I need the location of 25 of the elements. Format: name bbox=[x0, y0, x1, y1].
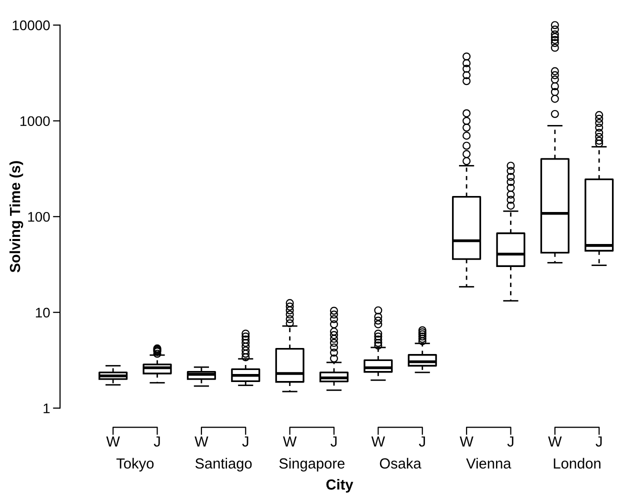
x-tick-label: W bbox=[282, 436, 297, 446]
x-tick-label: J bbox=[507, 436, 514, 447]
y-tick-label: 1000 bbox=[20, 116, 50, 126]
x-tick-label: J bbox=[418, 436, 425, 447]
text: Singapore bbox=[279, 458, 345, 472]
text: Vienna bbox=[466, 458, 512, 469]
y-tick-label: 10 bbox=[36, 308, 50, 318]
y-tick-label: 1 bbox=[44, 404, 50, 414]
y-tick-label: 10000 bbox=[12, 20, 50, 30]
x-tick-label: W bbox=[548, 436, 562, 446]
x-tick-label: J bbox=[242, 436, 248, 447]
x-tick-label: J bbox=[330, 436, 337, 447]
text: Osaka bbox=[380, 458, 422, 469]
y-tick-label: 100 bbox=[28, 212, 50, 222]
x-tick-label: J bbox=[154, 436, 160, 447]
text: London bbox=[554, 458, 600, 469]
x-tick-label: W bbox=[106, 436, 120, 446]
text: Tokyo bbox=[116, 458, 154, 472]
x-tick-label: W bbox=[460, 436, 474, 446]
x-tick-label: W bbox=[371, 436, 386, 446]
y-axis-title: Solving Time (s) bbox=[9, 161, 24, 272]
x-tick-label: J bbox=[596, 436, 602, 447]
x-tick-label: W bbox=[194, 436, 208, 446]
x-axis-title: City bbox=[326, 478, 354, 493]
text: Santiago bbox=[195, 458, 252, 472]
